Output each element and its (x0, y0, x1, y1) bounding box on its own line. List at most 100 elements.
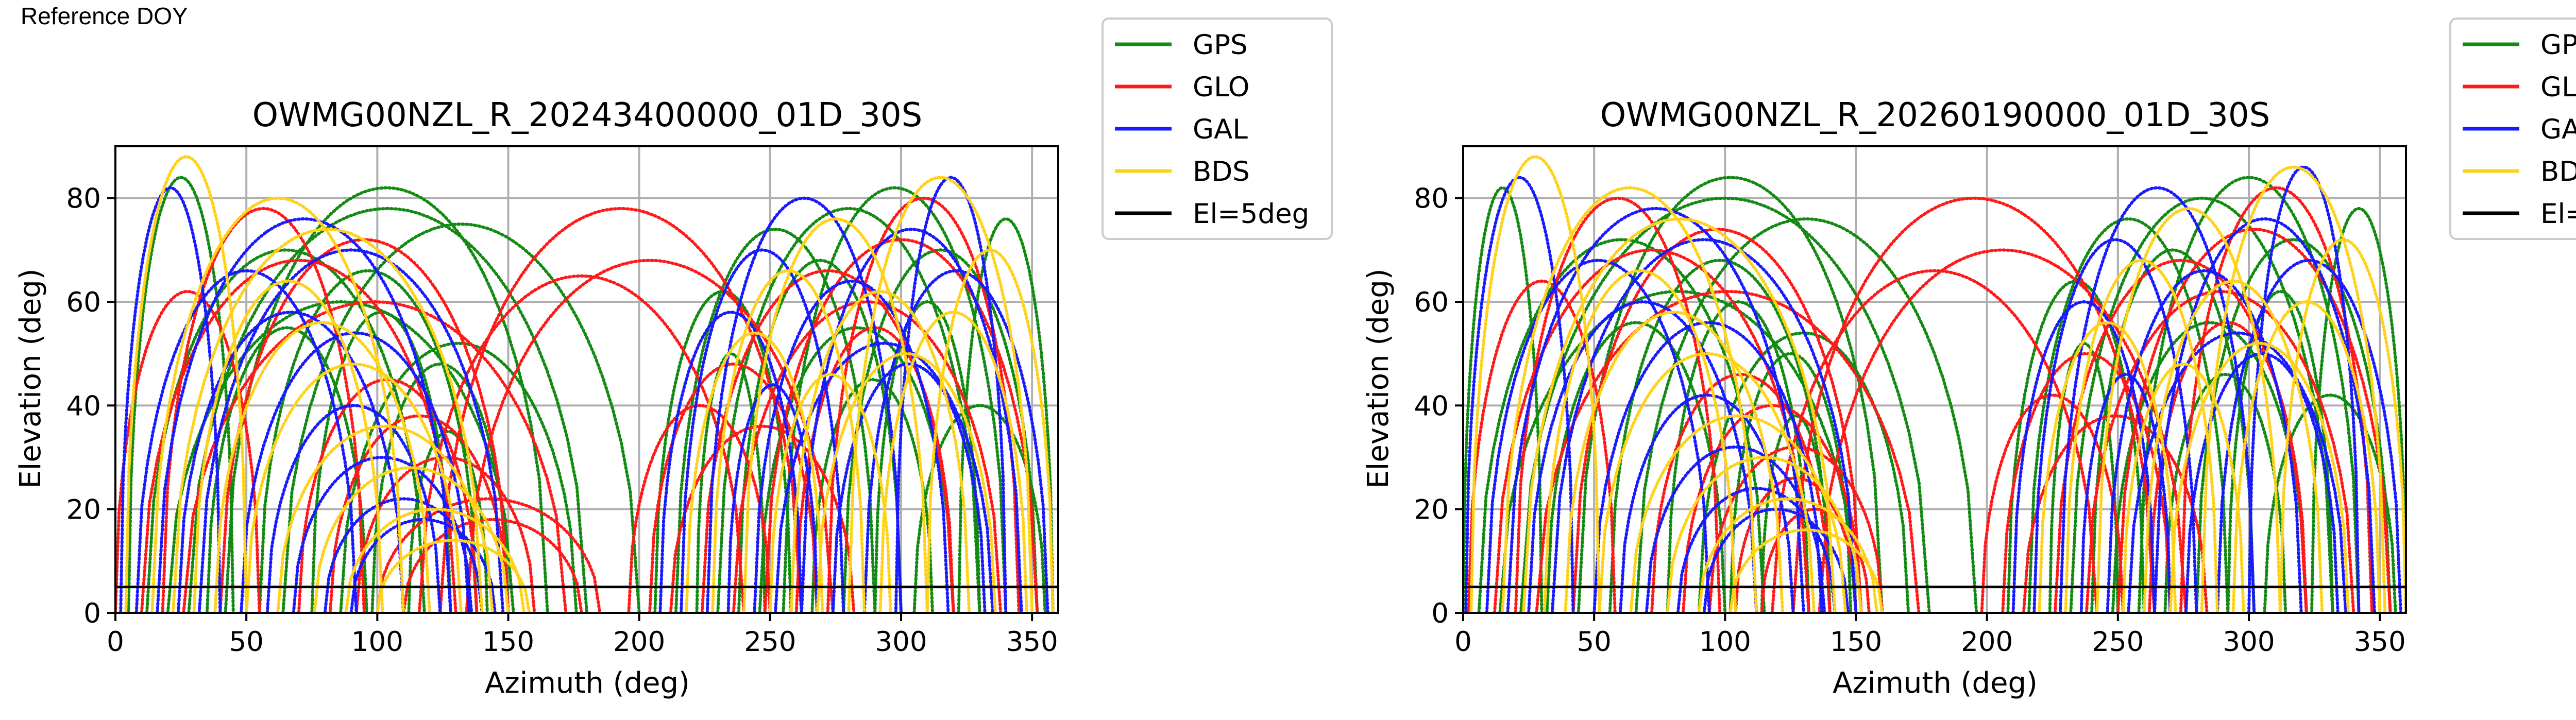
chart-left: OWMG00NZL_R_20243400000_01D_30S Azimuth … (14, 96, 922, 700)
track-gal (240, 331, 471, 613)
track-gal (156, 217, 452, 613)
x-tick-label: 0 (1454, 626, 1472, 658)
track-glo (465, 259, 835, 613)
track-glo (376, 497, 602, 613)
x-tick-label: 250 (744, 626, 796, 658)
legend-label: El=5deg (2540, 198, 2576, 230)
y-tick-label: 80 (1414, 183, 1449, 215)
track-glo (1514, 196, 1722, 613)
chart-right-title: OWMG00NZL_R_20260190000_01D_30S (1600, 96, 2270, 134)
track-gps (1666, 300, 1810, 613)
legend-box (1101, 18, 1333, 240)
x-tick-label: 300 (875, 626, 927, 658)
y-tick-label: 0 (83, 598, 101, 629)
plot-area-right: 0 50 100 150 200 250 300 350 0 20 40 60 80 (1414, 145, 2407, 658)
legend-label: GLO (2540, 72, 2576, 103)
track-gal (894, 176, 1008, 613)
legend-right: GPS GLO GAL BDS El=5deg (2449, 18, 2576, 240)
chart-right-xlabel: Azimuth (deg) (1833, 666, 2038, 700)
y-tick-label: 60 (66, 287, 101, 318)
satellite-tracks (1463, 155, 2406, 613)
track-bds (150, 196, 405, 613)
track-glo (417, 274, 745, 613)
legend-label: GLO (1193, 72, 1249, 103)
track-gps (2226, 289, 2334, 613)
legend-label: GAL (1193, 114, 1248, 145)
track-bds (344, 507, 526, 613)
track-gps (2069, 196, 2334, 613)
track-gal (2011, 300, 2156, 613)
track-bds (1666, 455, 1863, 613)
x-tick-label: 200 (1961, 626, 2013, 658)
track-gal (2059, 186, 2256, 613)
track-gps (127, 176, 235, 613)
x-tick-label: 50 (229, 626, 263, 658)
y-tick-label: 80 (66, 183, 101, 215)
track-glo (297, 378, 479, 613)
track-gal (705, 196, 903, 613)
track-glo (2001, 352, 2172, 613)
track-bds (2064, 259, 2219, 613)
track-bds (2095, 207, 2282, 613)
chart-right: OWMG00NZL_R_20260190000_01D_30S Azimuth … (1362, 96, 2270, 700)
x-tick-label: 100 (1699, 626, 1751, 658)
track-bds (1469, 155, 1601, 613)
track-gal (1550, 238, 1858, 613)
chart-right-ylabel: Elevation (deg) (1362, 268, 1395, 488)
track-gps (758, 326, 955, 613)
track-bds (124, 155, 248, 613)
track-bds (1521, 217, 1837, 613)
track-glo (627, 404, 772, 613)
track-bds (245, 362, 463, 613)
track-gal (726, 383, 819, 613)
x-tick-label: 300 (2223, 626, 2275, 658)
x-tick-label: 250 (2092, 626, 2144, 658)
track-gal (134, 269, 358, 613)
track-bds (711, 269, 866, 613)
y-tick-label: 40 (66, 390, 101, 422)
track-gps (407, 430, 489, 613)
track-bds (2200, 165, 2387, 613)
track-bds (1598, 352, 1816, 613)
track-glo (648, 362, 819, 613)
track-bds (1501, 186, 1758, 613)
track-gps (873, 300, 981, 613)
track-gal (1527, 300, 1758, 613)
track-gal (1485, 259, 1711, 613)
legend-label: BDS (1193, 156, 1250, 187)
track-gps (258, 269, 479, 613)
track-glo (2179, 186, 2374, 613)
track-gal (1506, 207, 1805, 613)
track-gal (197, 248, 505, 613)
x-tick-label: 150 (482, 626, 534, 658)
track-gps (1519, 196, 1931, 613)
track-glo (1535, 289, 1921, 613)
track-gal (1645, 445, 1826, 613)
legend-label: El=5deg (1193, 198, 1309, 230)
track-gps (716, 207, 981, 613)
track-gal (2216, 259, 2402, 613)
legend-label: BDS (2540, 156, 2576, 187)
track-bds (2231, 300, 2382, 613)
y-tick-label: 60 (1414, 287, 1449, 318)
x-tick-label: 0 (107, 626, 124, 658)
track-glo (182, 300, 568, 613)
legend-label: GAL (2540, 114, 2576, 145)
track-bds (768, 372, 892, 613)
track-gps (224, 186, 549, 613)
track-bds (1543, 269, 1737, 613)
track-gps (1463, 186, 1544, 613)
track-gps (1608, 259, 1832, 613)
y-tick-label: 40 (1414, 390, 1449, 422)
track-gal (680, 248, 845, 613)
track-bds (816, 352, 997, 613)
track-bds (276, 424, 494, 613)
track-gps (2137, 176, 2361, 613)
y-tick-label: 20 (66, 494, 101, 526)
track-gal (658, 311, 803, 613)
plot-frame (114, 145, 1059, 614)
track-glo (669, 424, 856, 613)
track-bds (213, 321, 431, 613)
x-tick-label: 150 (1830, 626, 1882, 658)
